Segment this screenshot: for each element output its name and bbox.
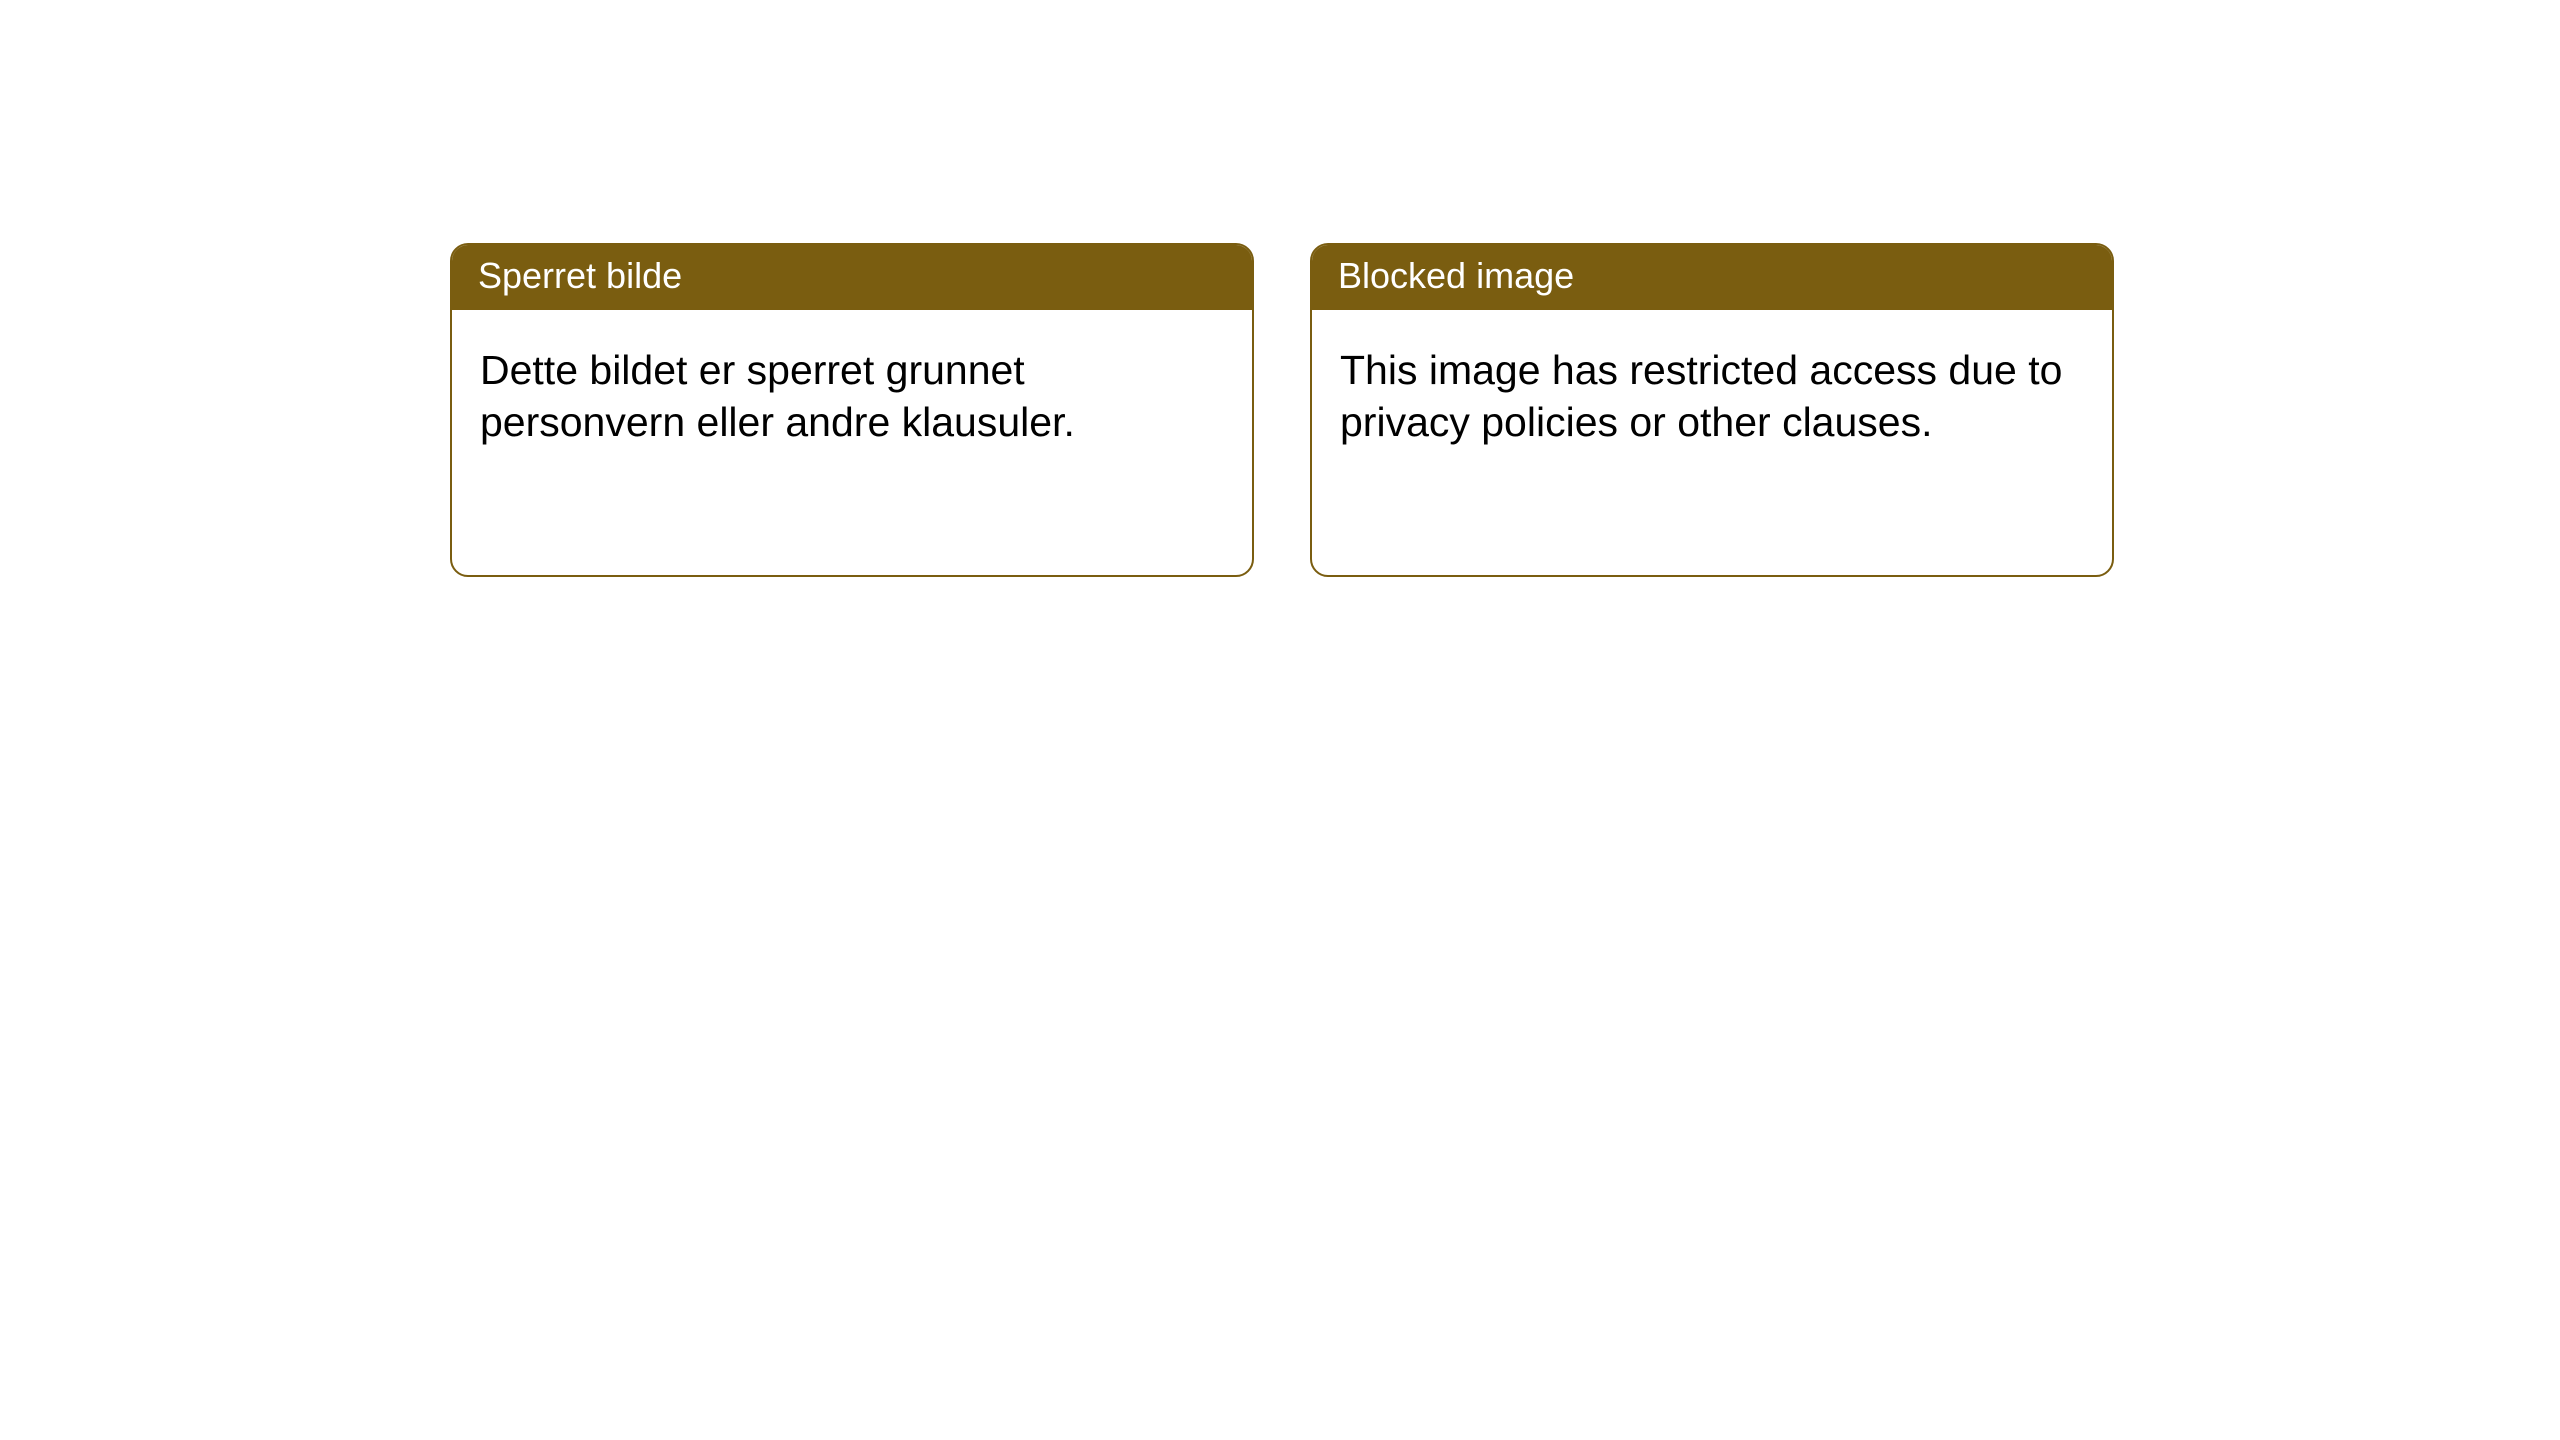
notice-title-english: Blocked image	[1312, 245, 2112, 310]
notice-container: Sperret bilde Dette bildet er sperret gr…	[0, 0, 2560, 577]
notice-body-english: This image has restricted access due to …	[1312, 310, 2112, 483]
notice-card-english: Blocked image This image has restricted …	[1310, 243, 2114, 577]
notice-body-norwegian: Dette bildet er sperret grunnet personve…	[452, 310, 1252, 483]
notice-card-norwegian: Sperret bilde Dette bildet er sperret gr…	[450, 243, 1254, 577]
notice-title-norwegian: Sperret bilde	[452, 245, 1252, 310]
